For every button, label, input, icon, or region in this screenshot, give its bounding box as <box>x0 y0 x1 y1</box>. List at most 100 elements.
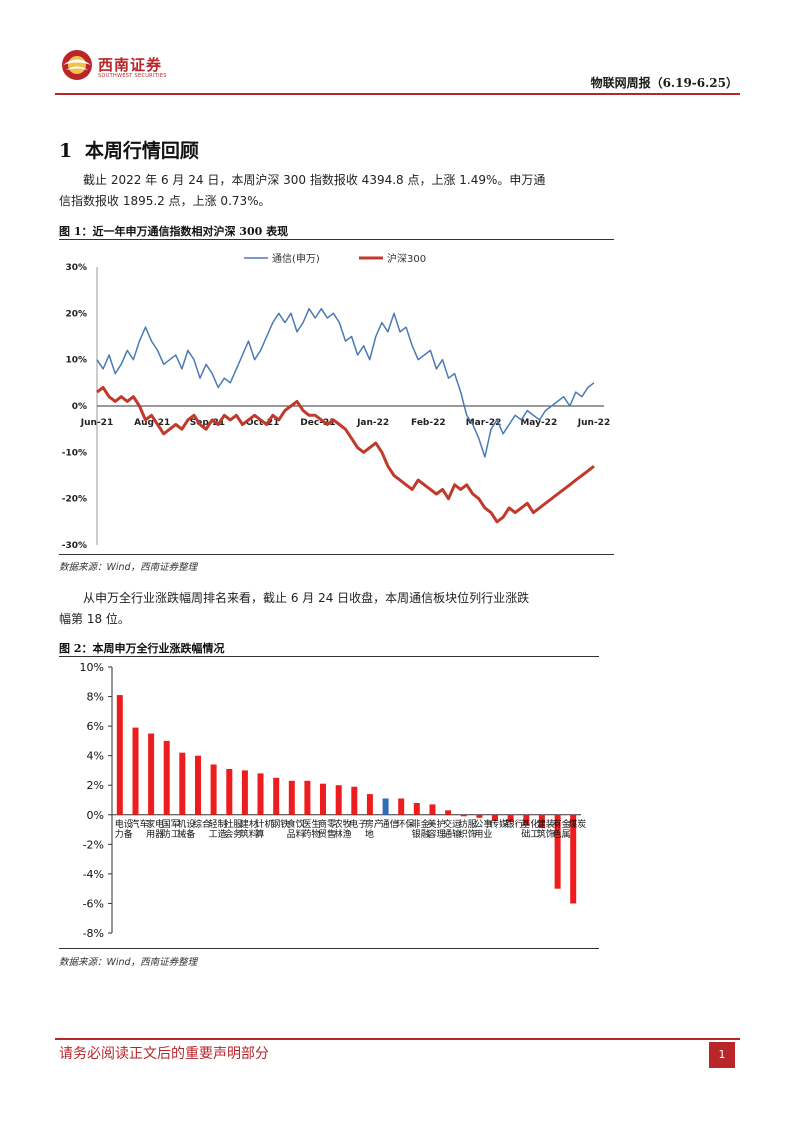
bar <box>226 769 233 815</box>
figure-1-line-chart: 30% 20% 10% 0% -10% -20% -30% Jun-21 Aug-21 Sep-2… <box>62 252 611 551</box>
bar <box>351 786 358 815</box>
category-label: 美容护理 <box>428 818 446 840</box>
category-label: 机械设备 <box>177 818 195 840</box>
bar <box>335 785 342 815</box>
category-label: 综合 <box>193 818 211 830</box>
category-label-text: 国防军工 <box>162 819 180 840</box>
legend-label: 通信(申万) <box>272 252 320 265</box>
category-label-text: 汽车 <box>131 818 149 830</box>
figure-1-title: 图 1：近一年申万通信指数相对沪深 300 表现 <box>59 225 289 238</box>
category-label-text: 食品饮料 <box>287 818 305 840</box>
bar <box>398 798 405 815</box>
y-tick-label: 20% <box>65 309 87 319</box>
bar <box>554 814 561 889</box>
bar <box>429 804 436 815</box>
category-label-text: 综合 <box>193 818 211 830</box>
bar <box>273 777 280 815</box>
bar <box>304 780 311 815</box>
bar <box>445 810 452 815</box>
category-label-text: 建筑材料 <box>240 818 258 840</box>
category-label-text: 环保 <box>396 818 414 830</box>
bar <box>492 814 498 821</box>
category-label: 建筑材料 <box>240 818 258 840</box>
y-tick-label: -6% <box>83 897 104 910</box>
company-logo-subtext: SOUTHWEST SECURITIES <box>98 73 167 79</box>
y-tick-label: 2% <box>87 779 104 792</box>
x-tick-label: Jun-21 <box>80 418 113 428</box>
paragraph-1-line-1: 截止 2022 年 6 月 24 日，本周沪深 300 指数报收 4394.8 … <box>83 173 546 187</box>
y-tick-label: -10% <box>62 448 87 458</box>
x-tick-label: Aug-21 <box>134 418 170 428</box>
paragraph-1: 截止 2022 年 6 月 24 日，本周沪深 300 指数报收 4394.8 … <box>59 170 619 212</box>
bar <box>195 755 201 815</box>
header: 西南证券 SOUTHWEST SECURITIES 物联网周报（6.19-6.2… <box>0 0 794 100</box>
category-label: 食品饮料 <box>287 818 305 840</box>
section-number: 1 <box>59 140 73 162</box>
category-label: 公用事业 <box>474 818 492 840</box>
section-heading: 1 本周行情回顾 <box>59 136 199 163</box>
y-tick-label: -30% <box>62 541 87 551</box>
y-tick-label: -20% <box>62 495 87 505</box>
bar <box>476 814 483 818</box>
category-label: 交通运输 <box>443 818 461 840</box>
header-rule <box>55 93 740 95</box>
category-label-text: 纺织服饰 <box>459 818 477 840</box>
category-label: 家用电器 <box>146 818 164 840</box>
paragraph-2-line-2: 幅第 18 位。 <box>59 612 130 626</box>
category-label-text: 机械设备 <box>177 818 195 840</box>
category-label: 钢铁 <box>271 818 289 830</box>
y-tick-label: 8% <box>87 691 104 704</box>
category-label-text: 电子 <box>349 818 367 830</box>
bar <box>382 798 389 815</box>
page-number: 1 <box>709 1042 735 1068</box>
company-logo-icon <box>62 50 92 80</box>
category-label: 国防军工 <box>162 819 180 840</box>
category-label-text: 钢铁 <box>271 818 289 830</box>
legend-label: 沪深300 <box>387 252 426 265</box>
y-tick-label: 10% <box>65 356 87 366</box>
category-label: 汽车 <box>131 818 149 830</box>
category-label: 传媒 <box>490 818 508 830</box>
category-label: 纺织服饰 <box>459 818 477 840</box>
y-tick-label: -4% <box>83 868 104 881</box>
category-label: 医药生物 <box>302 818 320 840</box>
x-tick-label: Jun-22 <box>577 418 610 428</box>
figure-2-title: 图 2：本周申万全行业涨跌幅情况 <box>59 642 225 655</box>
x-tick-label: Feb-22 <box>411 418 446 428</box>
figure-2-bar-chart: 10% 8% 6% 4% 2% 0% -2% -4% -6% -8% 电力设备汽车家用电器国防军工机… <box>80 661 587 940</box>
figure-2-bottom-rule <box>59 948 599 949</box>
category-label-text: 公用事业 <box>474 818 492 840</box>
category-label-text: 计算机 <box>256 818 274 840</box>
category-label-text: 银行 <box>506 818 524 830</box>
category-label-text: 煤炭 <box>568 818 586 830</box>
paragraph-1-line-2: 信指数报收 1895.2 点，上涨 0.73%。 <box>59 194 271 208</box>
category-label-text: 传媒 <box>490 818 508 830</box>
category-label: 有色金属 <box>553 818 571 840</box>
bar <box>366 794 373 815</box>
category-label: 建筑装饰 <box>537 818 555 840</box>
category-label: 电子 <box>349 818 367 830</box>
category-label-text: 美容护理 <box>428 818 446 840</box>
category-label: 环保 <box>396 818 414 830</box>
category-label: 电力设备 <box>115 818 133 840</box>
bar <box>413 803 420 815</box>
category-label: 社会服务 <box>224 818 242 840</box>
bar <box>179 752 186 815</box>
figure-1-bottom-rule <box>59 554 614 555</box>
bar <box>570 814 577 904</box>
bar <box>538 814 545 829</box>
company-logo-text: 西南证券 <box>98 56 163 74</box>
figure-2-source: 数据来源：Wind，西南证券整理 <box>59 957 198 968</box>
figure-1-top-rule <box>59 239 614 240</box>
y-tick-label: 0% <box>87 809 104 822</box>
category-label: 计算机 <box>256 818 274 840</box>
category-label: 非银金融 <box>412 818 430 840</box>
section-title: 本周行情回顾 <box>84 140 199 162</box>
category-label: 房地产 <box>365 818 383 840</box>
bar <box>163 740 170 815</box>
category-label-text: 建筑装饰 <box>537 818 555 840</box>
y-tick-label: 0% <box>72 402 87 412</box>
bar <box>257 773 264 815</box>
bar <box>148 733 155 815</box>
category-label-text: 农林牧渔 <box>334 818 352 840</box>
